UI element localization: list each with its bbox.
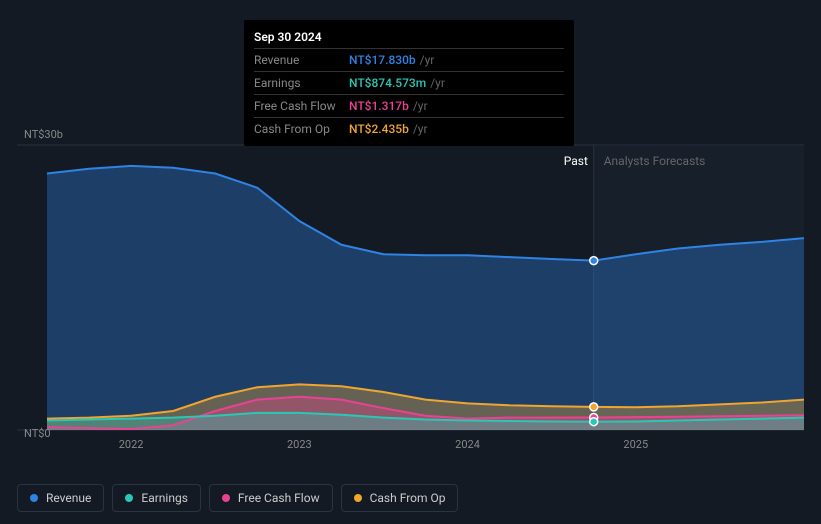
tooltip-value: NT$17.830b (349, 53, 416, 67)
x-axis-label: 2023 (287, 438, 312, 451)
region-past-label: Past (564, 154, 588, 168)
legend-dot (125, 494, 133, 502)
tooltip-unit: /yr (413, 122, 428, 136)
region-forecast-label: Analysts Forecasts (604, 154, 706, 168)
legend-dot (354, 494, 362, 502)
tooltip-label: Free Cash Flow (254, 99, 349, 113)
legend-dot (222, 494, 230, 502)
legend-label: Free Cash Flow (238, 491, 320, 505)
tooltip-label: Cash From Op (254, 122, 349, 136)
tooltip-unit: /yr (430, 76, 445, 90)
legend-item-free-cash-flow[interactable]: Free Cash Flow (209, 484, 333, 512)
tooltip-row: Cash From Op NT$2.435b /yr (254, 118, 564, 140)
y-axis-label: NT$30b (24, 128, 63, 141)
legend-label: Earnings (141, 491, 188, 505)
tooltip-row: Earnings NT$874.573m /yr (254, 72, 564, 95)
x-axis-label: 2022 (119, 438, 144, 451)
legend-dot (30, 494, 38, 502)
tooltip-rows: Revenue NT$17.830b /yrEarnings NT$874.57… (254, 49, 564, 140)
tooltip-value: NT$1.317b (349, 99, 409, 113)
x-axis-label: 2025 (623, 438, 648, 451)
legend-label: Cash From Op (370, 491, 446, 505)
legend-label: Revenue (46, 491, 91, 505)
tooltip-unit: /yr (420, 53, 435, 67)
tooltip-label: Revenue (254, 53, 349, 67)
tooltip-row: Revenue NT$17.830b /yr (254, 49, 564, 72)
legend: Revenue Earnings Free Cash Flow Cash Fro… (17, 484, 458, 512)
legend-item-revenue[interactable]: Revenue (17, 484, 104, 512)
legend-item-cash-from-op[interactable]: Cash From Op (341, 484, 459, 512)
tooltip-value: NT$2.435b (349, 122, 409, 136)
chart-svg[interactable] (17, 125, 804, 445)
tooltip-value: NT$874.573m (349, 76, 426, 90)
tooltip-row: Free Cash Flow NT$1.317b /yr (254, 95, 564, 118)
x-axis-label: 2024 (455, 438, 480, 451)
tooltip-label: Earnings (254, 76, 349, 90)
chart-container (0, 125, 821, 474)
tooltip-unit: /yr (413, 99, 428, 113)
y-axis-label: NT$0 (24, 427, 51, 440)
legend-item-earnings[interactable]: Earnings (112, 484, 201, 512)
chart-tooltip: Sep 30 2024 Revenue NT$17.830b /yrEarnin… (244, 20, 574, 146)
tooltip-date: Sep 30 2024 (254, 26, 564, 49)
